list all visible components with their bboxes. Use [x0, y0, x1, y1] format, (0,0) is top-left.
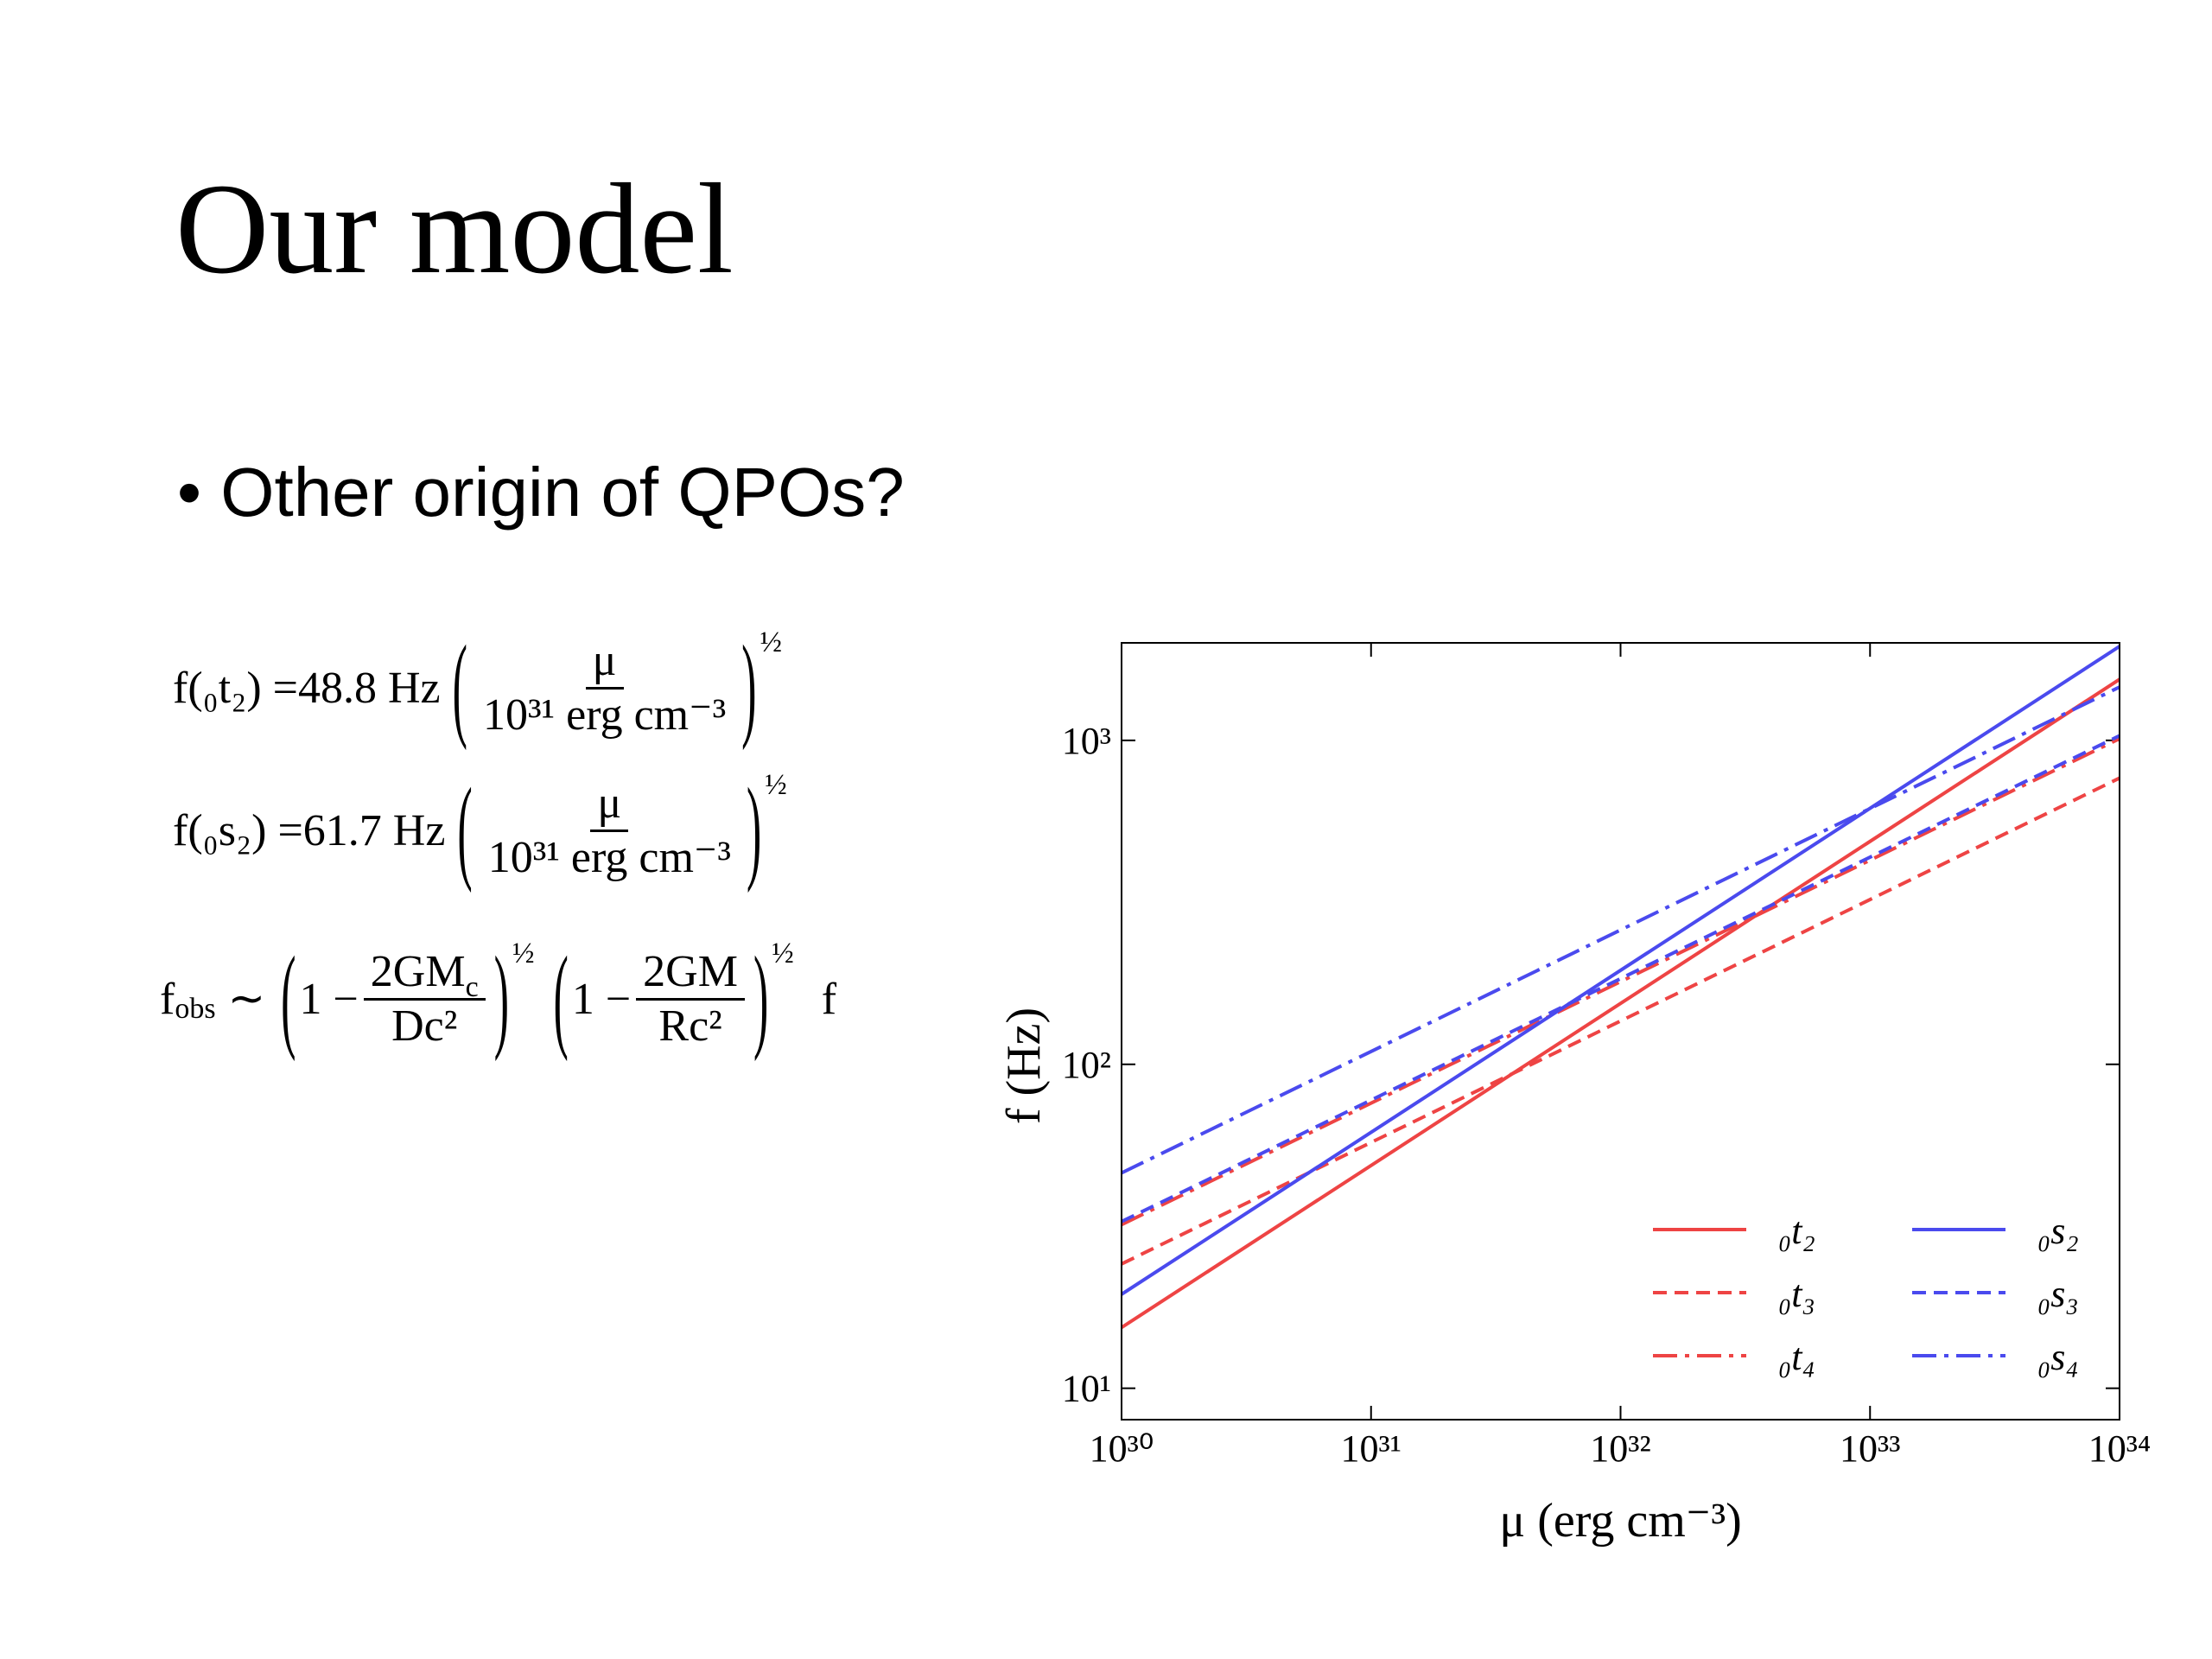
exponent: ½: [760, 626, 782, 658]
exponent: ½: [765, 769, 787, 801]
line: [1122, 776, 2120, 1266]
legend-label: ₀s₂: [2037, 1210, 2079, 1252]
legend: ₀t₂ ₀t₃ ₀t₄ ₀s₂ ₀s₃ ₀s₄: [1653, 1210, 2079, 1378]
x-tick-label: 10³⁴: [2088, 1427, 2152, 1470]
paren: ): [746, 766, 762, 895]
bullet-text: Other origin of QPOs?: [220, 454, 905, 531]
paren: (: [553, 935, 569, 1064]
line: [1122, 685, 2120, 1175]
x-tick-label: 10³¹: [1341, 1427, 1402, 1470]
numerator: μ: [585, 635, 624, 690]
equation: f(₀s₂) =61.7 Hz(μ 10³¹ erg cm⁻³) ½: [173, 766, 787, 894]
denominator: Rc²: [658, 1001, 722, 1051]
y-tick-label: 10¹: [1062, 1368, 1111, 1410]
relation: ∼: [227, 975, 266, 1025]
denominator: 10³¹ erg cm⁻³: [487, 832, 731, 882]
x-tick-label: 10³³: [1840, 1427, 1900, 1470]
y-tick-label: 10³: [1062, 720, 1111, 762]
y-tick-label: 10²: [1062, 1044, 1111, 1086]
fraction: 2GMc Dc²: [363, 946, 486, 1052]
equation-lhs: f: [160, 974, 175, 1024]
equation: f obs ∼(1 −2GMc Dc²) ½(1 −2GM Rc²) ½ f: [160, 935, 837, 1063]
paren: (: [281, 935, 296, 1064]
numerator: μ: [590, 778, 629, 832]
fraction: 2GM Rc²: [636, 946, 745, 1052]
x-tick-label: 10³⁰: [1090, 1427, 1154, 1470]
paren: (: [452, 624, 467, 753]
plot-lines: [1122, 645, 2120, 1330]
equation: f(₀t₂) =48.8 Hz( μ 10³¹ erg cm⁻³) ½: [173, 624, 782, 752]
numerator: 2GMc: [363, 946, 486, 1003]
paren: ): [753, 935, 769, 1064]
denominator: Dc²: [391, 1001, 458, 1051]
legend-label: ₀t₃: [1778, 1273, 1815, 1315]
line: [1122, 737, 2120, 1227]
line: [1122, 734, 2120, 1224]
line: [1122, 645, 2120, 1296]
lhs-subscript: obs: [175, 993, 216, 1026]
equation-lhs: f(₀t₂) =48.8 Hz: [173, 663, 441, 713]
equation-lhs: f(₀s₂) =61.7 Hz: [173, 805, 446, 855]
legend-label: ₀t₄: [1778, 1336, 1815, 1378]
factor-pre: 1 −: [299, 974, 359, 1024]
exponent: ½: [772, 938, 794, 969]
legend-label: ₀s₃: [2037, 1273, 2079, 1315]
x-tick-label: 10³²: [1590, 1427, 1650, 1470]
fraction: μ 10³¹ erg cm⁻³: [481, 778, 738, 884]
numerator-text: 2GM: [370, 947, 466, 996]
paren: ): [741, 624, 757, 753]
slide-title: Our model: [175, 157, 734, 301]
numerator-subscript: c: [465, 971, 479, 1003]
exponent: ½: [512, 938, 535, 969]
paren: ): [493, 935, 510, 1064]
fraction: μ 10³¹ erg cm⁻³: [476, 635, 733, 741]
x-axis-label: μ (erg cm⁻³): [1499, 1494, 1742, 1548]
bullet: • Other origin of QPOs?: [177, 454, 905, 531]
numerator-text: 2GM: [643, 947, 738, 996]
plot-frame: [1121, 642, 2120, 1421]
denominator: 10³¹ erg cm⁻³: [482, 690, 727, 740]
line: [1122, 677, 2120, 1330]
numerator-text: μ: [597, 779, 622, 828]
paren: (: [457, 766, 473, 895]
numerator: 2GM: [636, 946, 745, 1001]
numerator-text: μ: [592, 636, 617, 685]
legend-label: ₀s₄: [2037, 1336, 2079, 1378]
equation-post: f: [821, 974, 837, 1024]
y-axis-label: f (Hz): [997, 1007, 1051, 1124]
factor-pre: 1 −: [571, 974, 632, 1024]
legend-label: ₀t₂: [1778, 1210, 1815, 1252]
